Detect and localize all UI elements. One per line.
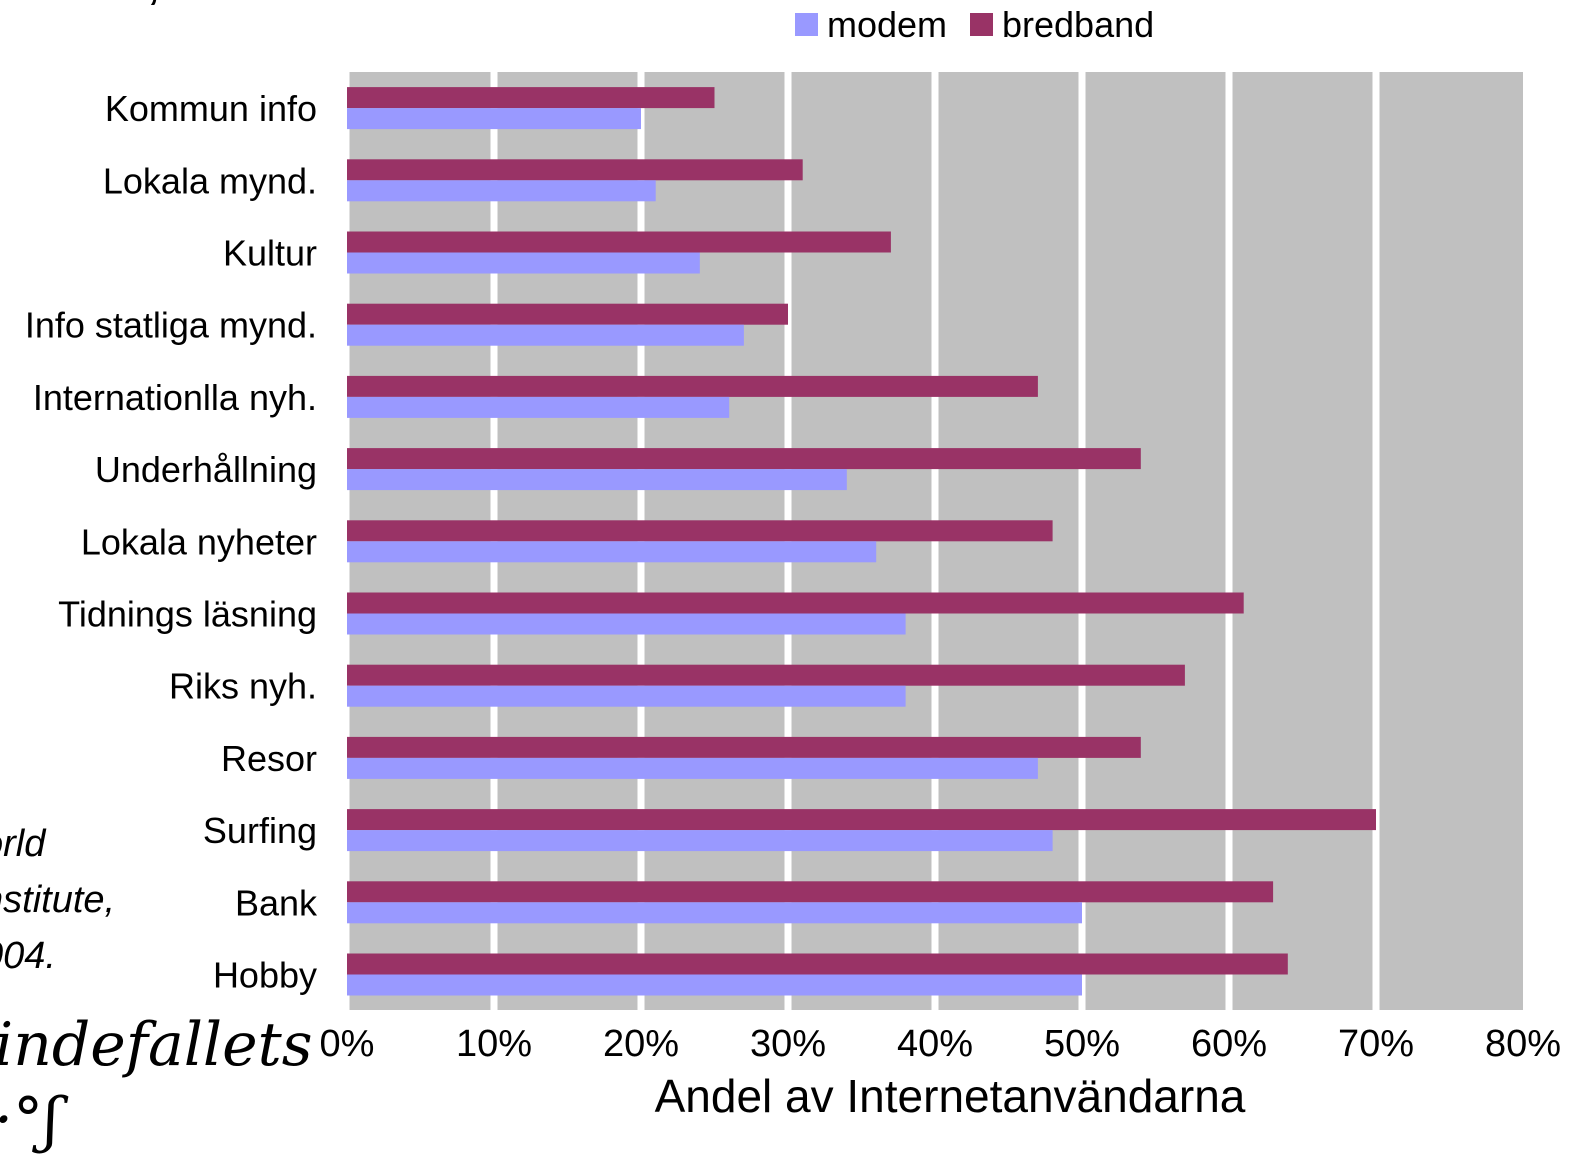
bar-bredband bbox=[347, 953, 1288, 975]
gridline bbox=[1225, 72, 1233, 1010]
bar-bredband bbox=[347, 809, 1376, 831]
bar-bredband bbox=[347, 520, 1053, 542]
legend-swatch-bredband bbox=[970, 13, 993, 36]
bar-modem bbox=[347, 902, 1082, 924]
gridline bbox=[1078, 72, 1086, 1010]
legend-label-modem: modem bbox=[827, 4, 947, 45]
x-tick-label: 60% bbox=[1191, 1023, 1267, 1065]
y-category-label: Lokala mynd. bbox=[103, 160, 317, 201]
decorative-script-text: indefallets bbox=[0, 1010, 313, 1080]
bar-bredband bbox=[347, 87, 715, 109]
gridline bbox=[1372, 72, 1380, 1010]
bar-bredband bbox=[347, 231, 891, 253]
y-category-label: Kultur bbox=[223, 233, 317, 274]
bar-bredband bbox=[347, 448, 1141, 470]
y-category-label: Resor bbox=[221, 738, 317, 779]
bar-modem bbox=[347, 180, 656, 202]
bar-modem bbox=[347, 469, 847, 491]
y-category-label: Lokala nyheter bbox=[81, 521, 317, 562]
bar-bredband bbox=[347, 159, 803, 181]
bar-modem bbox=[347, 541, 877, 563]
cut-off-title-text: ktiviteter, år 2003 bbox=[0, 0, 300, 9]
bar-bredband bbox=[347, 664, 1185, 686]
bar-modem bbox=[347, 108, 641, 130]
y-category-label: Kommun info bbox=[105, 88, 317, 129]
legend-label-bredband: bredband bbox=[1002, 4, 1154, 45]
x-tick-label: 50% bbox=[1044, 1023, 1120, 1065]
y-category-label: Hobby bbox=[213, 955, 317, 996]
source-note: orld nstitute, 004. bbox=[0, 823, 116, 977]
bar-bredband bbox=[347, 303, 788, 325]
x-tick-label: 40% bbox=[897, 1023, 973, 1065]
bar-modem bbox=[347, 830, 1053, 852]
y-category-label: Underhållning bbox=[95, 449, 317, 490]
y-category-label: Tidnings läsning bbox=[58, 594, 317, 635]
legend-swatch-modem bbox=[795, 13, 818, 36]
x-tick-label: 20% bbox=[603, 1023, 679, 1065]
y-category-label: Internationlla nyh. bbox=[33, 377, 317, 418]
bar-modem bbox=[347, 757, 1038, 779]
bar-bredband bbox=[347, 881, 1274, 903]
x-tick-label: 0% bbox=[320, 1023, 375, 1065]
x-tick-label: 70% bbox=[1338, 1023, 1414, 1065]
bar-modem bbox=[347, 324, 744, 346]
bar-modem bbox=[347, 252, 700, 274]
bar-modem bbox=[347, 974, 1082, 996]
x-tick-label: 80% bbox=[1485, 1023, 1561, 1065]
y-category-label: Info statliga mynd. bbox=[25, 305, 317, 346]
x-tick-label: 30% bbox=[750, 1023, 826, 1065]
bar-bredband bbox=[347, 375, 1038, 397]
x-axis-title: Andel av Internetanvändarna bbox=[655, 1070, 1246, 1122]
y-category-label: Surfing bbox=[203, 810, 317, 851]
y-category-label: Bank bbox=[235, 882, 318, 923]
legend: modem bredband bbox=[795, 4, 1154, 45]
bar-modem bbox=[347, 613, 906, 635]
bar-modem bbox=[347, 396, 730, 418]
x-tick-label: 10% bbox=[456, 1023, 532, 1065]
bar-modem bbox=[347, 685, 906, 707]
y-category-label: Riks nyh. bbox=[169, 666, 317, 707]
bar-bredband bbox=[347, 736, 1141, 758]
bar-bredband bbox=[347, 592, 1244, 614]
